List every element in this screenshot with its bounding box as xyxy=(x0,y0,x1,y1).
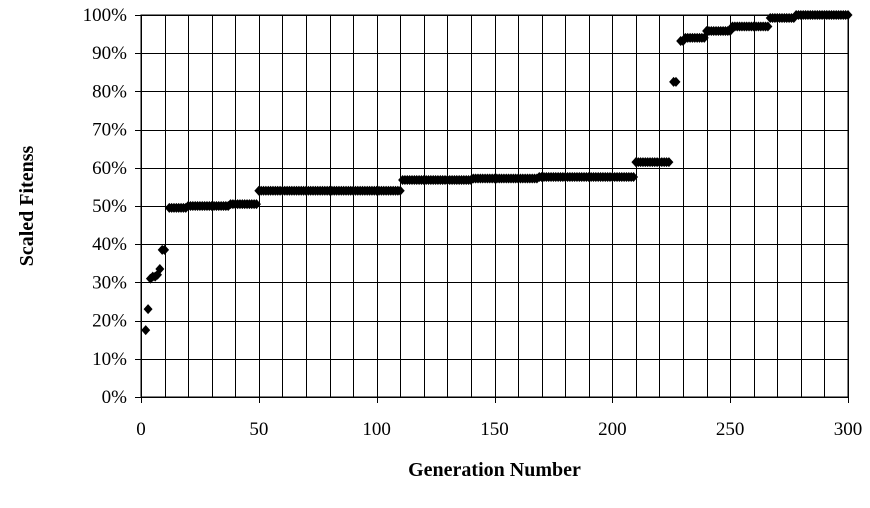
x-tick-label: 50 xyxy=(249,419,268,440)
data-point xyxy=(143,304,153,315)
data-point xyxy=(629,171,639,182)
x-axis-title: Generation Number xyxy=(408,459,581,481)
data-point xyxy=(141,325,151,336)
y-tick-label: 70% xyxy=(92,120,127,141)
plot-area xyxy=(140,14,849,398)
data-point xyxy=(155,264,165,275)
y-tick-label: 10% xyxy=(92,349,127,370)
data-point xyxy=(671,76,681,87)
x-tick-label: 100 xyxy=(362,419,391,440)
x-tick-label: 250 xyxy=(716,419,745,440)
x-tick-label: 0 xyxy=(136,419,146,440)
y-tick-label: 60% xyxy=(92,158,127,179)
x-tick-label: 150 xyxy=(480,419,509,440)
x-tick-label: 300 xyxy=(834,419,863,440)
y-tick-label: 20% xyxy=(92,311,127,332)
data-point xyxy=(251,199,261,210)
y-tick-label: 50% xyxy=(92,196,127,217)
x-tick-label: 200 xyxy=(598,419,627,440)
grid xyxy=(135,15,849,403)
y-axis-ticks: 0% 10% 20% 30% 40% 50% 60% 70% 80% 90% 100% xyxy=(83,5,128,408)
y-tick-label: 100% xyxy=(83,5,128,26)
y-tick-label: 80% xyxy=(92,81,127,102)
data-point xyxy=(843,10,853,20)
y-tick-label: 0% xyxy=(102,387,128,408)
data-series xyxy=(141,10,853,336)
y-tick-label: 40% xyxy=(92,234,127,255)
y-axis-title: Scaled Fitenss xyxy=(16,146,38,267)
y-tick-label: 90% xyxy=(92,43,127,64)
data-point xyxy=(395,185,405,196)
y-tick-label: 30% xyxy=(92,272,127,293)
data-point xyxy=(664,157,674,168)
x-axis-ticks: 0 50 100 150 200 250 300 xyxy=(136,419,862,440)
data-point xyxy=(160,244,170,255)
data-point xyxy=(763,21,773,32)
